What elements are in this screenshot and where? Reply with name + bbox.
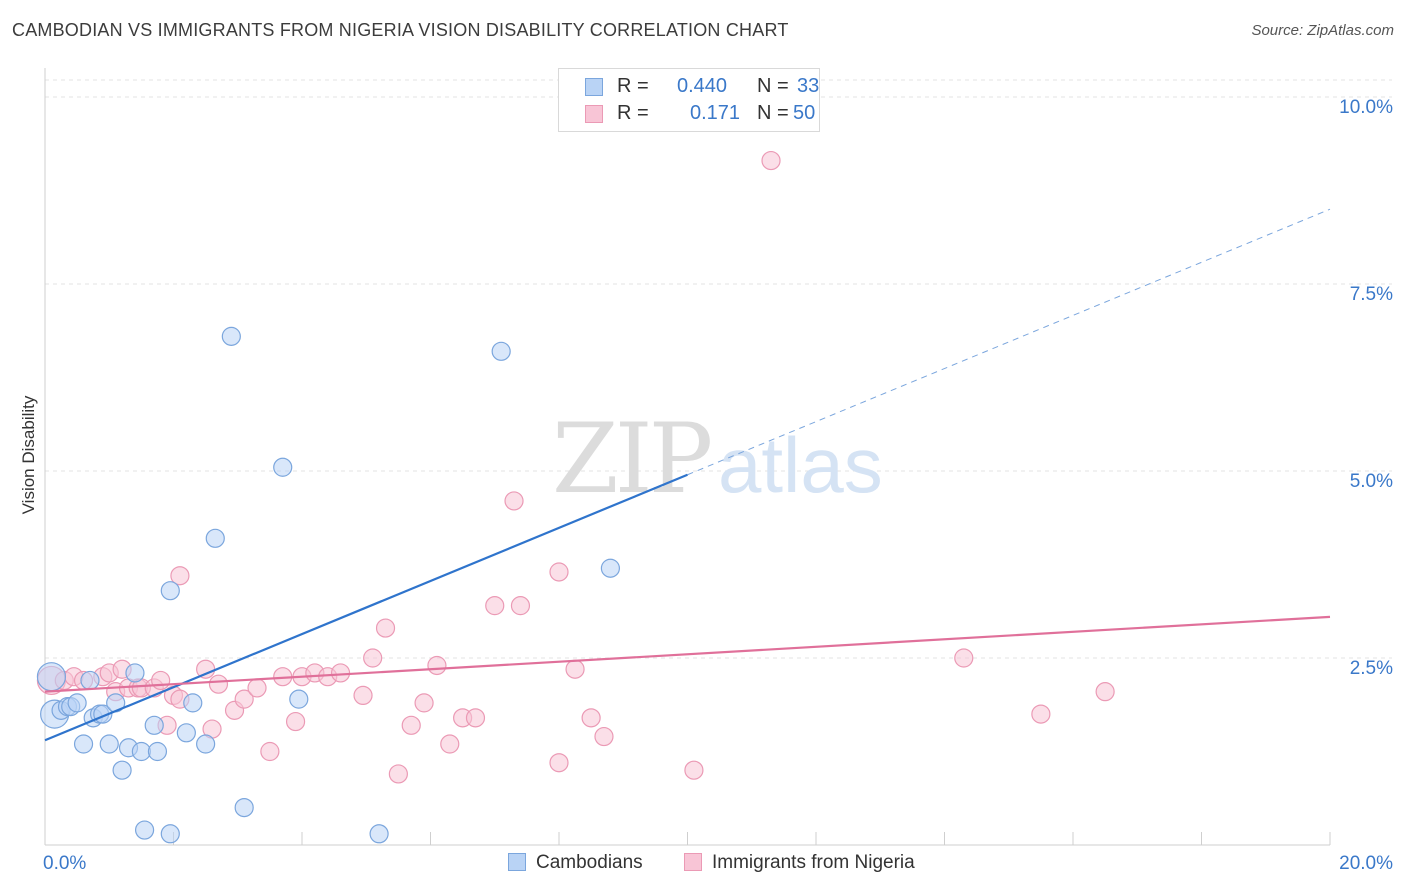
nigeria-point-12 [151,670,171,691]
nigeria-point-50 [954,648,974,668]
nigeria-point-29 [330,663,351,683]
nigeria-point-36 [427,655,447,676]
nigeria-point-44 [549,753,569,773]
nigeria-point-31 [363,648,383,668]
nigeria-point-51 [1031,704,1051,724]
cambodians-point-30 [369,824,389,844]
cambodians-point-20 [160,581,180,601]
cambodians-point-7 [80,670,100,691]
nigeria-point-40 [485,596,505,616]
cambodians-point-32 [600,558,621,578]
source-label: Source: ZipAtlas.com [1251,22,1394,39]
nigeria-point-46 [581,708,601,728]
chart-title: CAMBODIAN VS IMMIGRANTS FROM NIGERIA VIS… [12,20,789,40]
watermark: ZIP atlas [552,403,883,515]
n-value: 50 [793,102,816,124]
nigeria-point-37 [440,734,460,754]
nigeria-point-33 [388,764,408,784]
r-label: R = [617,102,649,124]
grid-lines [45,79,1392,659]
watermark-atlas: atlas [718,421,883,509]
r-value: 0.171 [690,102,741,124]
nigeria-point-25 [285,711,306,732]
r-label: R = [617,75,649,97]
cambodians-point-19 [147,741,168,762]
cambodians-legend-swatch [508,853,526,871]
legend-item-nigeria: Immigrants from Nigeria [684,852,915,874]
y-axis-label: Vision Disability [19,395,38,514]
cambodians-point-25 [205,528,225,548]
legend-item-cambodians: Cambodians [508,852,643,874]
nigeria-point-43 [549,562,569,582]
cambodians-point-31 [491,341,511,361]
nigeria-trend-line [44,615,1331,693]
nigeria-legend-label: Immigrants from Nigeria [712,852,915,873]
y-tick-label-2: 7.5% [1350,284,1393,305]
cambodians-point-13 [112,760,132,780]
cambodians-point-11 [99,734,119,754]
cambodians-point-6 [73,734,94,754]
cambodians-point-29 [289,689,309,709]
cambodians-point-18 [144,715,164,735]
cambodians-legend-label: Cambodians [536,852,643,873]
nigeria-point-23 [260,741,280,762]
cambodians-swatch [585,78,603,96]
nigeria-point-49 [761,150,781,171]
nigeria-point-21 [234,689,254,709]
cambodians-trend-line [44,473,688,742]
nigeria-point-48 [684,760,704,780]
nigeria-point-41 [504,491,524,511]
nigeria-point-45 [565,659,585,679]
cambodians-point-26 [221,326,241,346]
n-value: 33 [797,75,820,97]
series-cambodians-points [36,326,621,844]
nigeria-swatch [585,105,603,123]
nigeria-point-52 [1095,682,1115,702]
nigeria-point-35 [414,693,434,713]
cambodians-point-0 [36,662,67,692]
cambodians-point-17 [134,820,155,840]
nigeria-point-32 [375,618,396,638]
cambodians-point-23 [183,693,203,713]
cambodians-point-24 [196,734,216,754]
nigeria-point-39 [465,708,486,728]
nigeria-point-22 [247,678,267,698]
nigeria-point-34 [401,715,421,735]
y-tick-label-3: 10.0% [1339,97,1393,118]
y-tick-label-0: 2.5% [1350,658,1393,679]
cambodians-point-15 [125,663,145,683]
nigeria-point-42 [510,596,531,616]
cambodians-point-27 [234,797,254,818]
cambodians-point-16 [131,741,151,762]
nigeria-point-16 [170,566,190,586]
cambodians-trend-extension [687,208,1331,476]
nigeria-point-47 [594,726,614,747]
nigeria-legend-swatch [684,853,702,871]
series-nigeria-points [36,150,1115,784]
x-tick-label-0: 0.0% [43,853,86,874]
r-value: 0.440 [677,75,728,97]
y-tick-label-1: 5.0% [1350,471,1393,492]
stats-legend: R = 0.440 N = 33 R = 0.171 N = 50 [558,68,820,132]
cambodians-point-28 [273,457,293,477]
cambodians-point-5 [67,693,87,713]
trend-lines [44,208,1331,742]
cambodians-point-21 [160,824,180,844]
n-label: N = [757,75,789,97]
cambodians-point-22 [176,723,196,743]
nigeria-point-30 [353,685,373,706]
nigeria-point-19 [208,674,229,694]
tick-labels: 2.5% 5.0% 7.5% 10.0% 0.0% 20.0% [43,97,1393,874]
x-tick-label-1: 20.0% [1339,853,1393,874]
n-label: N = [757,102,789,124]
